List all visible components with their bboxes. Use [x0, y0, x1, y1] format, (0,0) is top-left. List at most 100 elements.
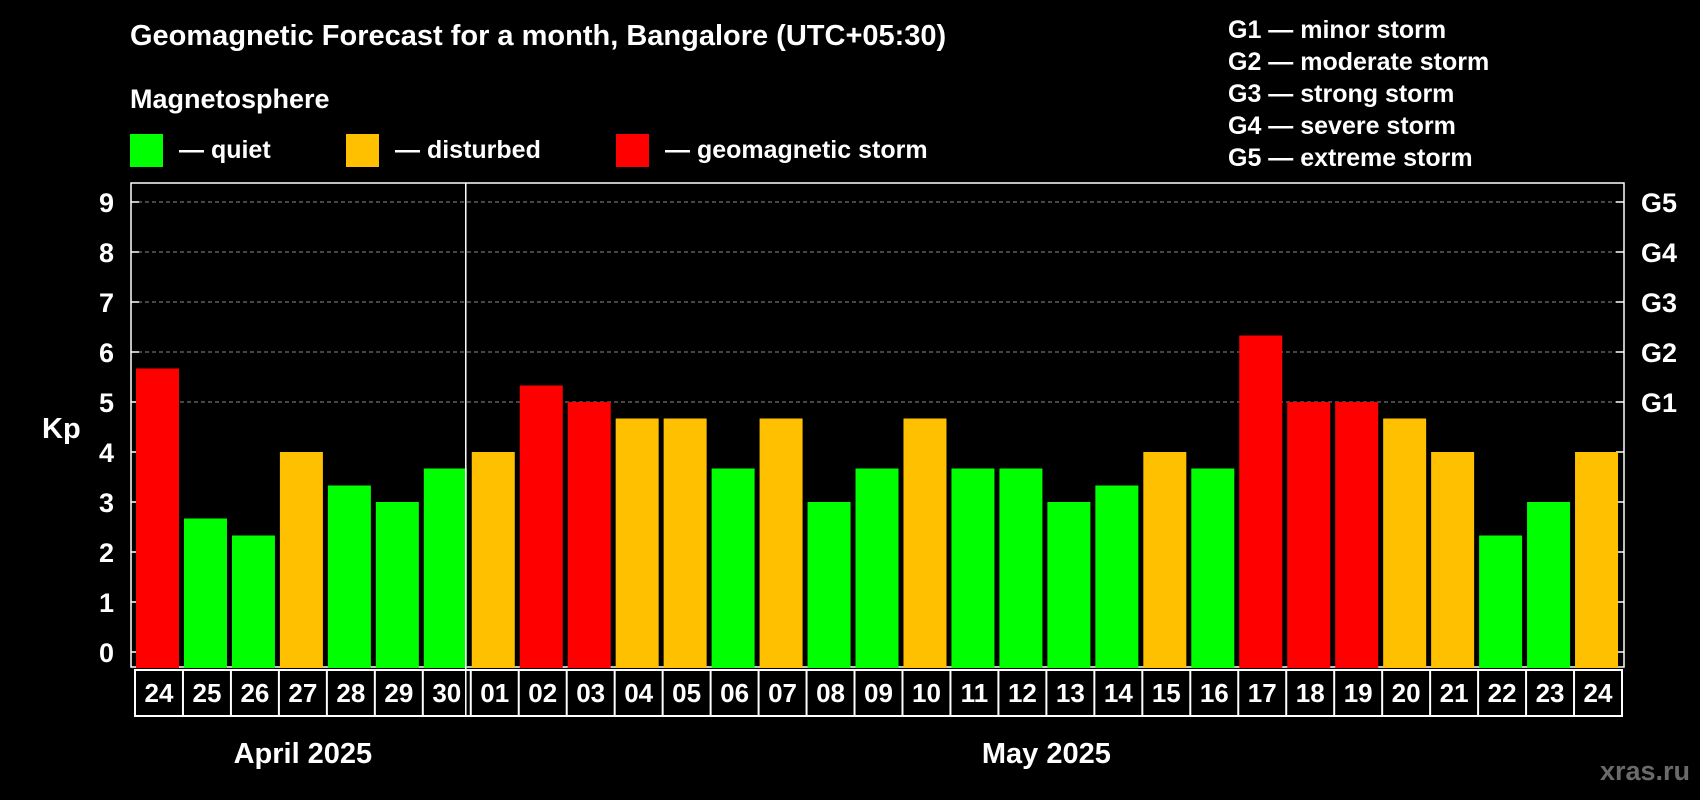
x-tick-label-13: 07 — [768, 678, 797, 708]
bar-17 — [951, 468, 995, 668]
x-tick-label-23: 17 — [1248, 678, 1277, 708]
x-tick-label-7: 01 — [480, 678, 509, 708]
bar-5 — [375, 502, 419, 668]
bar-16 — [903, 418, 947, 668]
bar-7 — [471, 452, 515, 668]
bar-22 — [1191, 468, 1235, 668]
y-tick-label-5: 5 — [99, 388, 114, 418]
y-tick-label-4: 4 — [99, 438, 114, 468]
legend-quiet: — quiet — [130, 134, 271, 167]
y-tick-label-7: 7 — [99, 288, 114, 318]
x-tick-label-29: 23 — [1536, 678, 1565, 708]
legend-disturbed-swatch — [346, 134, 379, 167]
y-tick-label-0: 0 — [99, 638, 114, 668]
bar-11 — [663, 418, 707, 668]
right-tick-label-g2: G2 — [1641, 338, 1677, 368]
x-tick-label-2: 26 — [240, 678, 269, 708]
bar-8 — [519, 385, 563, 668]
y-tick-label-1: 1 — [99, 588, 114, 618]
x-tick-label-12: 06 — [720, 678, 749, 708]
x-tick-label-5: 29 — [384, 678, 413, 708]
x-tick-label-25: 19 — [1344, 678, 1373, 708]
x-tick-label-26: 20 — [1392, 678, 1421, 708]
chart-title: Geomagnetic Forecast for a month, Bangal… — [130, 20, 947, 52]
bar-18 — [999, 468, 1043, 668]
bar-13 — [759, 418, 803, 668]
x-tick-label-3: 27 — [288, 678, 317, 708]
storm-scale-g1: G1 — minor storm — [1228, 16, 1447, 44]
x-tick-label-30: 24 — [1584, 678, 1613, 708]
legend-quiet-swatch — [130, 134, 163, 167]
bar-25 — [1335, 402, 1379, 668]
bar-1 — [183, 518, 227, 668]
bar-14 — [807, 502, 851, 668]
x-tick-label-8: 02 — [528, 678, 557, 708]
bar-21 — [1143, 452, 1187, 668]
bar-0 — [136, 368, 179, 668]
bar-15 — [855, 468, 899, 668]
x-tick-label-20: 14 — [1104, 678, 1133, 708]
date-axis-frame — [134, 669, 1623, 717]
y-tick-label-2: 2 — [99, 538, 114, 568]
x-tick-label-0: 24 — [145, 678, 174, 708]
y-axis-label: Kp — [42, 413, 81, 445]
y-tick-label-3: 3 — [99, 488, 114, 518]
x-tick-label-15: 09 — [864, 678, 893, 708]
storm-scale-g5: G5 — extreme storm — [1228, 144, 1473, 172]
x-tick-label-18: 12 — [1008, 678, 1037, 708]
bar-20 — [1095, 485, 1139, 668]
bar-24 — [1287, 402, 1331, 668]
storm-scale-g4: G4 — severe storm — [1228, 112, 1456, 140]
bar-29 — [1527, 502, 1571, 668]
bar-3 — [279, 452, 323, 668]
y-tick-label-8: 8 — [99, 238, 114, 268]
bar-4 — [327, 485, 371, 668]
right-tick-label-g5: G5 — [1641, 188, 1677, 218]
storm-scale-legend: G1 — minor storm G2 — moderate storm G3 … — [1228, 14, 1489, 174]
bar-23 — [1239, 335, 1283, 668]
x-tick-label-11: 05 — [672, 678, 701, 708]
x-tick-label-28: 22 — [1488, 678, 1517, 708]
bar-28 — [1479, 535, 1523, 668]
x-tick-label-24: 18 — [1296, 678, 1325, 708]
x-tick-label-21: 15 — [1152, 678, 1181, 708]
x-tick-label-22: 16 — [1200, 678, 1229, 708]
legend-storm-label: — geomagnetic storm — [665, 136, 928, 164]
month-label-1: May 2025 — [982, 738, 1111, 770]
bar-10 — [615, 418, 659, 668]
bar-26 — [1383, 418, 1427, 668]
x-tick-label-9: 03 — [576, 678, 605, 708]
legend-quiet-label: — quiet — [179, 136, 271, 164]
bar-30 — [1575, 452, 1619, 668]
y-tick-label-9: 9 — [99, 188, 114, 218]
legend-disturbed: — disturbed — [346, 134, 541, 167]
x-tick-label-10: 04 — [624, 678, 653, 708]
x-tick-label-17: 11 — [961, 678, 989, 708]
right-tick-label-g3: G3 — [1641, 288, 1677, 318]
right-tick-label-g4: G4 — [1641, 238, 1677, 268]
x-tick-label-6: 30 — [432, 678, 461, 708]
bar-9 — [567, 402, 611, 668]
legend-disturbed-label: — disturbed — [395, 136, 541, 164]
storm-scale-g3: G3 — strong storm — [1228, 80, 1455, 108]
storm-scale-g2: G2 — moderate storm — [1228, 48, 1490, 76]
x-tick-label-16: 10 — [912, 678, 941, 708]
watermark: xras.ru — [1599, 756, 1690, 786]
legend-storm: — geomagnetic storm — [616, 134, 928, 167]
bar-19 — [1047, 502, 1091, 668]
x-tick-label-19: 13 — [1056, 678, 1085, 708]
bar-12 — [711, 468, 755, 668]
x-tick-label-1: 25 — [192, 678, 221, 708]
bar-2 — [231, 535, 275, 668]
y-tick-label-6: 6 — [99, 338, 114, 368]
bar-6 — [423, 468, 467, 668]
right-tick-label-g1: G1 — [1641, 388, 1677, 418]
x-tick-label-4: 28 — [336, 678, 365, 708]
x-tick-label-27: 21 — [1440, 678, 1469, 708]
bar-27 — [1431, 452, 1475, 668]
legend-storm-swatch — [616, 134, 649, 167]
month-label-0: April 2025 — [234, 738, 373, 770]
x-tick-label-14: 08 — [816, 678, 845, 708]
magnetosphere-label: Magnetosphere — [130, 84, 330, 114]
